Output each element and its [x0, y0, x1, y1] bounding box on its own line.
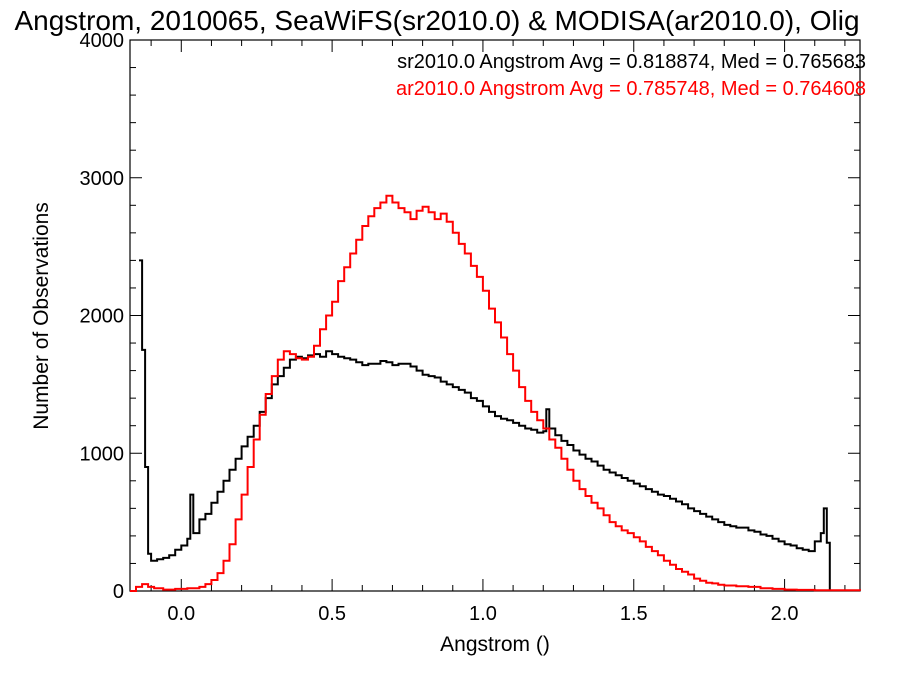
series-line-sr2010-0: [139, 259, 831, 591]
chart-title: Angstrom, 2010065, SeaWiFS(sr2010.0) & M…: [14, 5, 859, 36]
legend-entry-ar2010: ar2010.0 Angstrom Avg = 0.785748, Med = …: [396, 78, 866, 100]
x-axis-label: Angstrom (): [440, 633, 550, 656]
series-lines: [130, 194, 861, 592]
x-tick-label: 2.0: [771, 603, 799, 625]
x-tick-label: 0.0: [167, 603, 195, 625]
x-tick-label: 1.5: [620, 603, 648, 625]
axis-ticks: [130, 39, 860, 592]
legend-entry-sr2010: sr2010.0 Angstrom Avg = 0.818874, Med = …: [397, 51, 866, 73]
tick-labels: 0.0 0.5 1.0 1.5 2.0 0 1000 2000 3000 4000: [80, 30, 799, 625]
y-axis-label: Number of Observations: [30, 202, 53, 430]
y-tick-label: 4000: [80, 30, 125, 52]
series-line-ar2010-0: [130, 194, 861, 592]
x-tick-label: 1.0: [469, 603, 497, 625]
y-tick-label: 3000: [80, 168, 125, 190]
x-tick-label: 0.5: [318, 603, 346, 625]
y-tick-label: 1000: [80, 443, 125, 465]
y-tick-label: 2000: [80, 306, 125, 328]
y-tick-label: 0: [113, 581, 124, 603]
